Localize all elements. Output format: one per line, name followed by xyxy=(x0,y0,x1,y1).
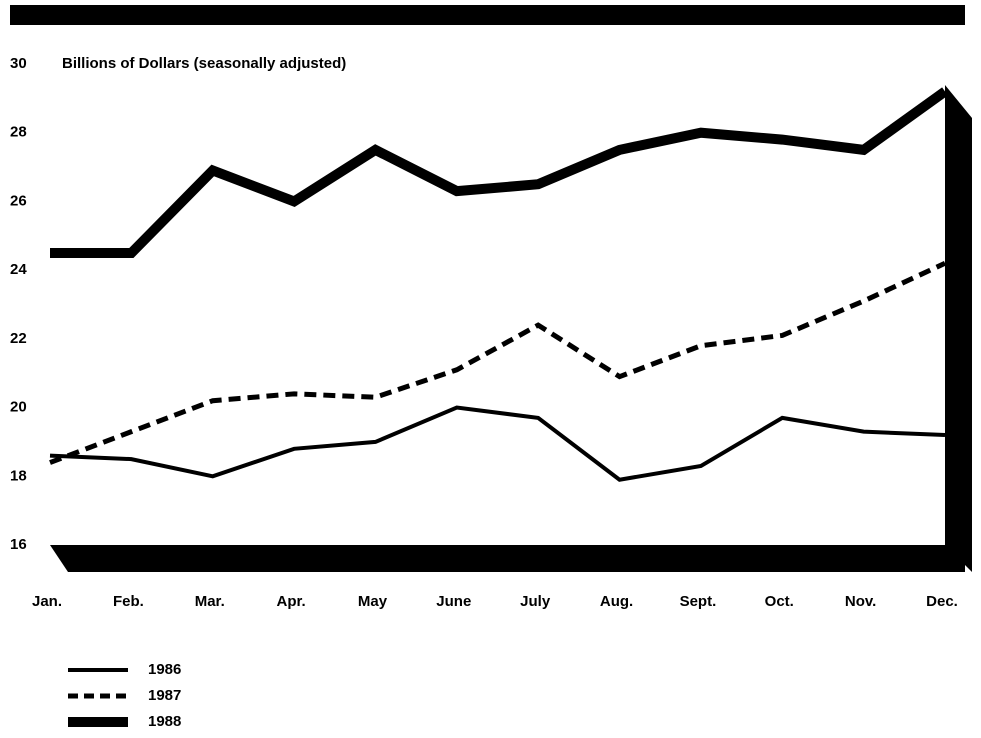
legend-label: 1988 xyxy=(148,713,181,730)
x-tick-label: Apr. xyxy=(276,593,305,610)
y-tick-label: 20 xyxy=(10,399,27,416)
series-line xyxy=(49,405,946,482)
y-tick-label: 24 xyxy=(10,261,27,278)
x-tick-label: June xyxy=(436,593,471,610)
x-tick-label: May xyxy=(358,593,388,610)
legend-label: 1986 xyxy=(148,661,181,678)
top-bar xyxy=(10,5,965,25)
x-tick-label: Oct. xyxy=(765,593,794,610)
x-tick-label: July xyxy=(520,593,551,610)
x-tick-label: Jan. xyxy=(32,593,62,610)
x-tick-label: Feb. xyxy=(113,593,144,610)
y-tick-label: 16 xyxy=(10,536,27,553)
x-tick-label: Sept. xyxy=(680,593,717,610)
floor xyxy=(50,545,965,572)
x-tick-label: Nov. xyxy=(845,593,876,610)
legend-label: 1987 xyxy=(148,687,181,704)
right-wall xyxy=(945,85,972,572)
x-tick-label: Mar. xyxy=(195,593,225,610)
x-tick-label: Aug. xyxy=(600,593,633,610)
series-line xyxy=(49,261,947,465)
y-tick-label: 28 xyxy=(10,124,27,141)
y-tick-label: 26 xyxy=(10,192,27,209)
series-line xyxy=(50,87,948,258)
x-tick-label: Dec. xyxy=(926,593,958,610)
y-tick-label: 30 xyxy=(10,55,27,72)
y-axis-label: Billions of Dollars (seasonally adjusted… xyxy=(62,55,346,72)
y-tick-label: 22 xyxy=(10,330,27,347)
y-tick-label: 18 xyxy=(10,467,27,484)
